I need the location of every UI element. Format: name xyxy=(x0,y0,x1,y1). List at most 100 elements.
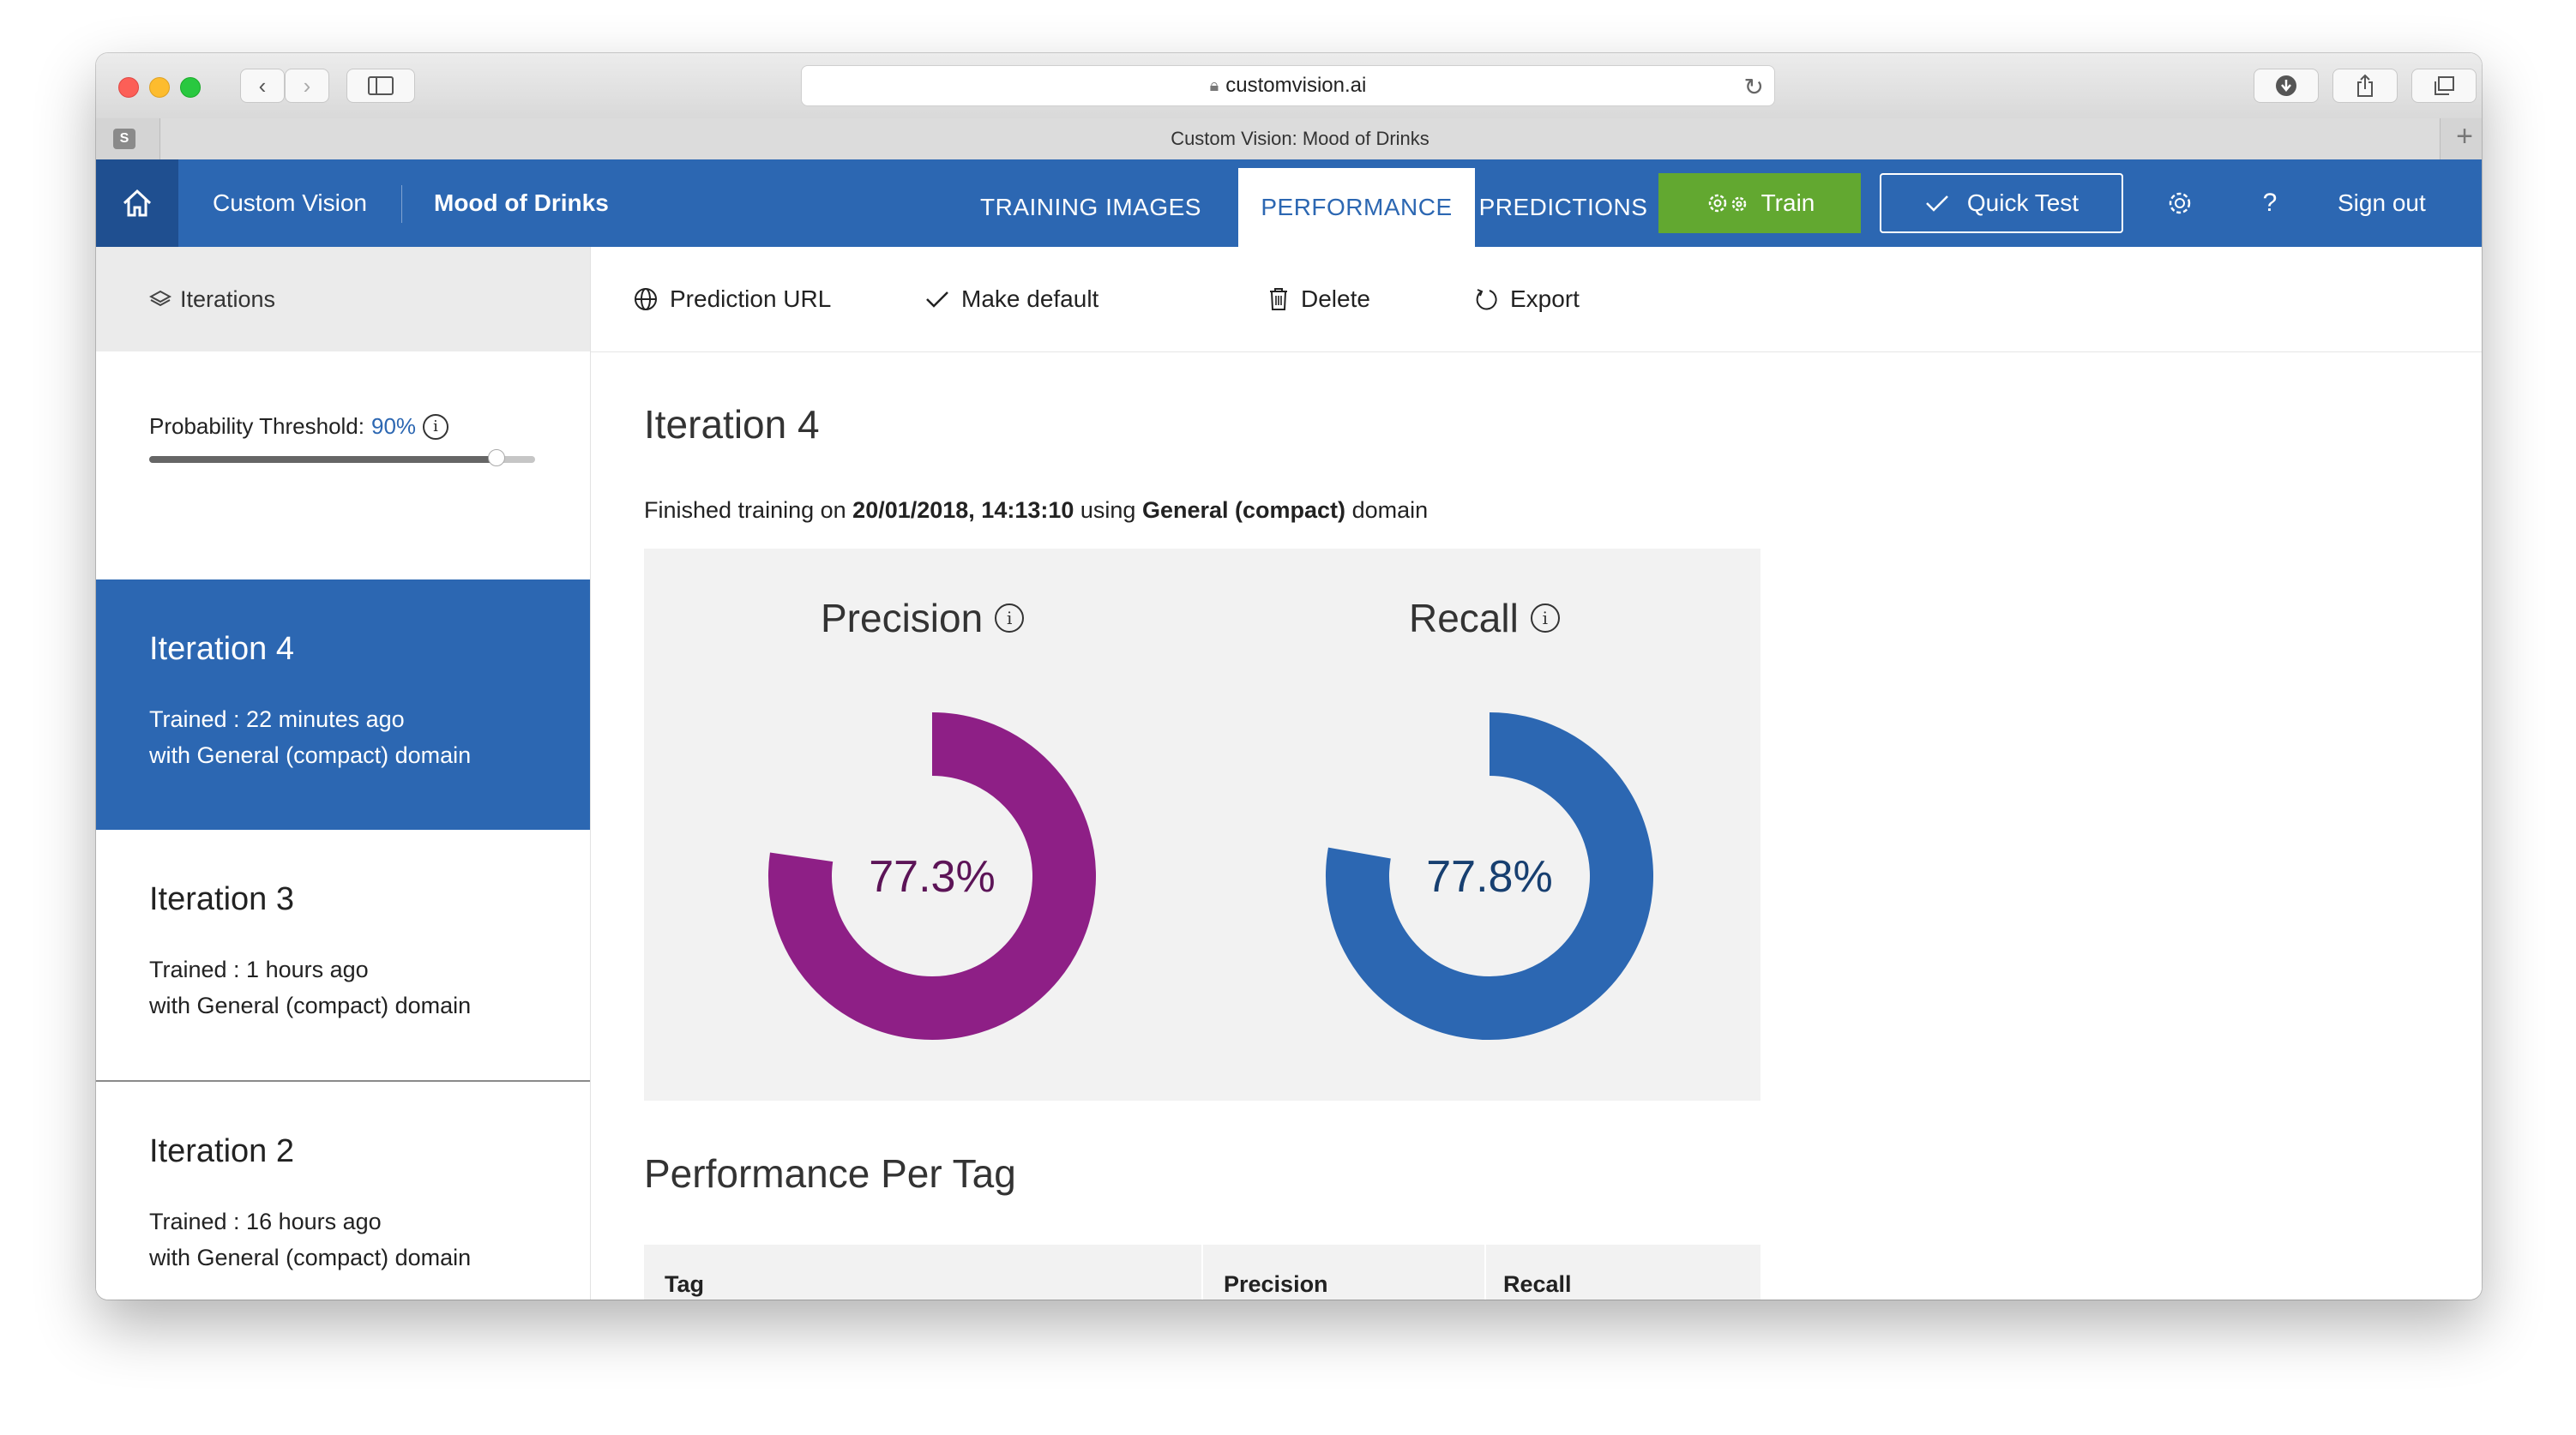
tab-performance[interactable]: PERFORMANCE xyxy=(1238,168,1475,247)
tabs-overview-button[interactable] xyxy=(2411,69,2477,103)
iteration-name: Iteration 2 xyxy=(149,1133,294,1169)
help-icon: ? xyxy=(2262,189,2278,217)
recall-label: Recall xyxy=(1409,596,1519,640)
gears-icon xyxy=(1708,194,1746,213)
browser-toolbar: ‹ › 🔒︎ customvision.ai ↻ xyxy=(96,53,2482,119)
info-icon[interactable]: i xyxy=(423,413,449,440)
threshold-slider-fill xyxy=(149,456,497,463)
iteration-action-bar: Prediction URL Make default Delete xyxy=(591,247,2482,352)
iteration-trained: Trained : 22 minutes ago xyxy=(149,706,405,732)
export-button[interactable]: Export xyxy=(1474,247,1580,351)
share-button[interactable] xyxy=(2332,69,2398,103)
app-header: Custom Vision Mood of Drinks TRAINING IM… xyxy=(96,159,2482,247)
summary-mid: using xyxy=(1080,497,1136,523)
iterations-header-label: Iterations xyxy=(180,285,276,312)
train-button[interactable]: Train xyxy=(1658,173,1861,233)
share-icon xyxy=(2357,74,2373,97)
address-bar[interactable]: 🔒︎ customvision.ai ↻ xyxy=(801,65,1775,106)
download-icon xyxy=(2276,75,2296,96)
recall-donut-chart: 77.8% xyxy=(1326,712,1653,1040)
zoom-window-button[interactable] xyxy=(180,77,201,98)
sidebar-toggle-button[interactable] xyxy=(346,69,415,103)
brand-divider xyxy=(401,185,402,223)
training-summary: Finished training on 20/01/2018, 14:13:1… xyxy=(644,497,1428,524)
delete-label: Delete xyxy=(1301,285,1370,312)
threshold-slider[interactable] xyxy=(149,449,535,466)
info-icon[interactable]: i xyxy=(995,603,1025,633)
prediction-url-label: Prediction URL xyxy=(670,285,832,312)
globe-icon xyxy=(635,288,657,310)
iterations-sidebar: Iterations Probability Threshold: 90% i … xyxy=(96,247,591,1300)
home-button[interactable] xyxy=(96,159,178,247)
tab-badge: S xyxy=(113,129,135,149)
column-header-precision[interactable]: Precision xyxy=(1224,1271,1328,1297)
performance-panel: Prediction URL Make default Delete xyxy=(591,247,2482,1300)
column-divider xyxy=(1484,1245,1486,1300)
column-header-tag[interactable]: Tag xyxy=(665,1271,704,1297)
sign-out-link[interactable]: Sign out xyxy=(2338,189,2426,216)
delete-button[interactable]: Delete xyxy=(1268,247,1370,351)
threshold-label: Probability Threshold: xyxy=(149,413,364,439)
iteration-domain: with General (compact) domain xyxy=(149,1245,472,1270)
trash-icon xyxy=(1270,288,1287,310)
iteration-item[interactable]: Iteration 3 Trained : 1 hours ago with G… xyxy=(96,830,590,1082)
threshold-slider-handle[interactable] xyxy=(488,449,505,466)
recall-value: 77.8% xyxy=(1426,852,1552,902)
tabs-icon xyxy=(2435,76,2454,95)
new-tab-button[interactable]: + xyxy=(2456,120,2473,153)
make-default-button[interactable]: Make default xyxy=(925,247,1098,351)
help-button[interactable]: ? xyxy=(2248,159,2291,247)
gear-icon xyxy=(2169,192,2191,214)
recall-heading: Recall i xyxy=(1409,595,1560,641)
precision-value: 77.3% xyxy=(869,852,995,902)
quick-test-label: Quick Test xyxy=(1966,189,2079,216)
iteration-domain: with General (compact) domain xyxy=(149,742,472,768)
summary-date: 20/01/2018, 14:13:10 xyxy=(852,497,1074,523)
iteration-item[interactable]: Iteration 2 Trained : 16 hours ago with … xyxy=(96,1082,590,1300)
make-default-label: Make default xyxy=(961,285,1099,312)
column-divider xyxy=(1201,1245,1203,1300)
summary-domain: General (compact) xyxy=(1141,497,1346,523)
iteration-item[interactable]: Iteration 4 Trained : 22 minutes ago wit… xyxy=(96,579,590,830)
tab-training-images-label: TRAINING IMAGES xyxy=(980,194,1201,220)
downloads-button[interactable] xyxy=(2254,69,2319,103)
iteration-details: Trained : 22 minutes ago with General (c… xyxy=(149,701,471,773)
brand-link[interactable]: Custom Vision xyxy=(213,189,368,216)
reload-icon[interactable]: ↻ xyxy=(1743,74,1764,100)
browser-tab-bar: S Custom Vision: Mood of Drinks + xyxy=(96,118,2482,160)
prediction-url-button[interactable]: Prediction URL xyxy=(634,247,831,351)
sidebar-icon xyxy=(368,76,394,95)
settings-button[interactable] xyxy=(2154,159,2206,247)
layers-icon xyxy=(149,290,172,307)
close-window-button[interactable] xyxy=(118,77,139,98)
info-icon[interactable]: i xyxy=(1530,603,1560,633)
iteration-title: Iteration 4 xyxy=(644,402,820,447)
tab-predictions[interactable]: PREDICTIONS xyxy=(1475,168,1652,247)
tab-predictions-label: PREDICTIONS xyxy=(1478,194,1648,220)
refresh-icon xyxy=(1476,289,1497,310)
precision-donut-chart: 77.3% xyxy=(768,712,1096,1040)
address-text: customvision.ai xyxy=(1225,74,1367,97)
train-button-label: Train xyxy=(1760,189,1815,216)
project-name[interactable]: Mood of Drinks xyxy=(434,189,609,216)
threshold-value: 90% xyxy=(371,413,417,439)
chevron-left-icon: ‹ xyxy=(258,72,267,99)
iterations-header: Iterations xyxy=(96,247,590,351)
browser-tab[interactable]: Custom Vision: Mood of Drinks xyxy=(159,118,2441,159)
tab-training-images[interactable]: TRAINING IMAGES xyxy=(954,168,1228,247)
column-header-recall[interactable]: Recall xyxy=(1503,1271,1572,1297)
performance-summary-box: Precision i Recall i 77.3% 77.8% xyxy=(644,549,1760,1101)
precision-heading: Precision i xyxy=(821,595,1025,641)
minimize-window-button[interactable] xyxy=(149,77,170,98)
quick-test-button[interactable]: Quick Test xyxy=(1880,173,2123,233)
iteration-trained: Trained : 1 hours ago xyxy=(149,957,369,982)
iteration-name: Iteration 4 xyxy=(149,631,294,667)
iteration-details: Trained : 16 hours ago with General (com… xyxy=(149,1204,471,1276)
back-button[interactable]: ‹ xyxy=(240,69,285,103)
per-tag-table-header: Tag Precision Recall xyxy=(644,1245,1760,1300)
forward-button[interactable]: › xyxy=(285,69,329,103)
tab-performance-label: PERFORMANCE xyxy=(1261,194,1453,220)
checkmark-icon xyxy=(926,291,948,308)
lock-icon: 🔒︎ xyxy=(1209,75,1219,95)
precision-label: Precision xyxy=(821,596,984,640)
